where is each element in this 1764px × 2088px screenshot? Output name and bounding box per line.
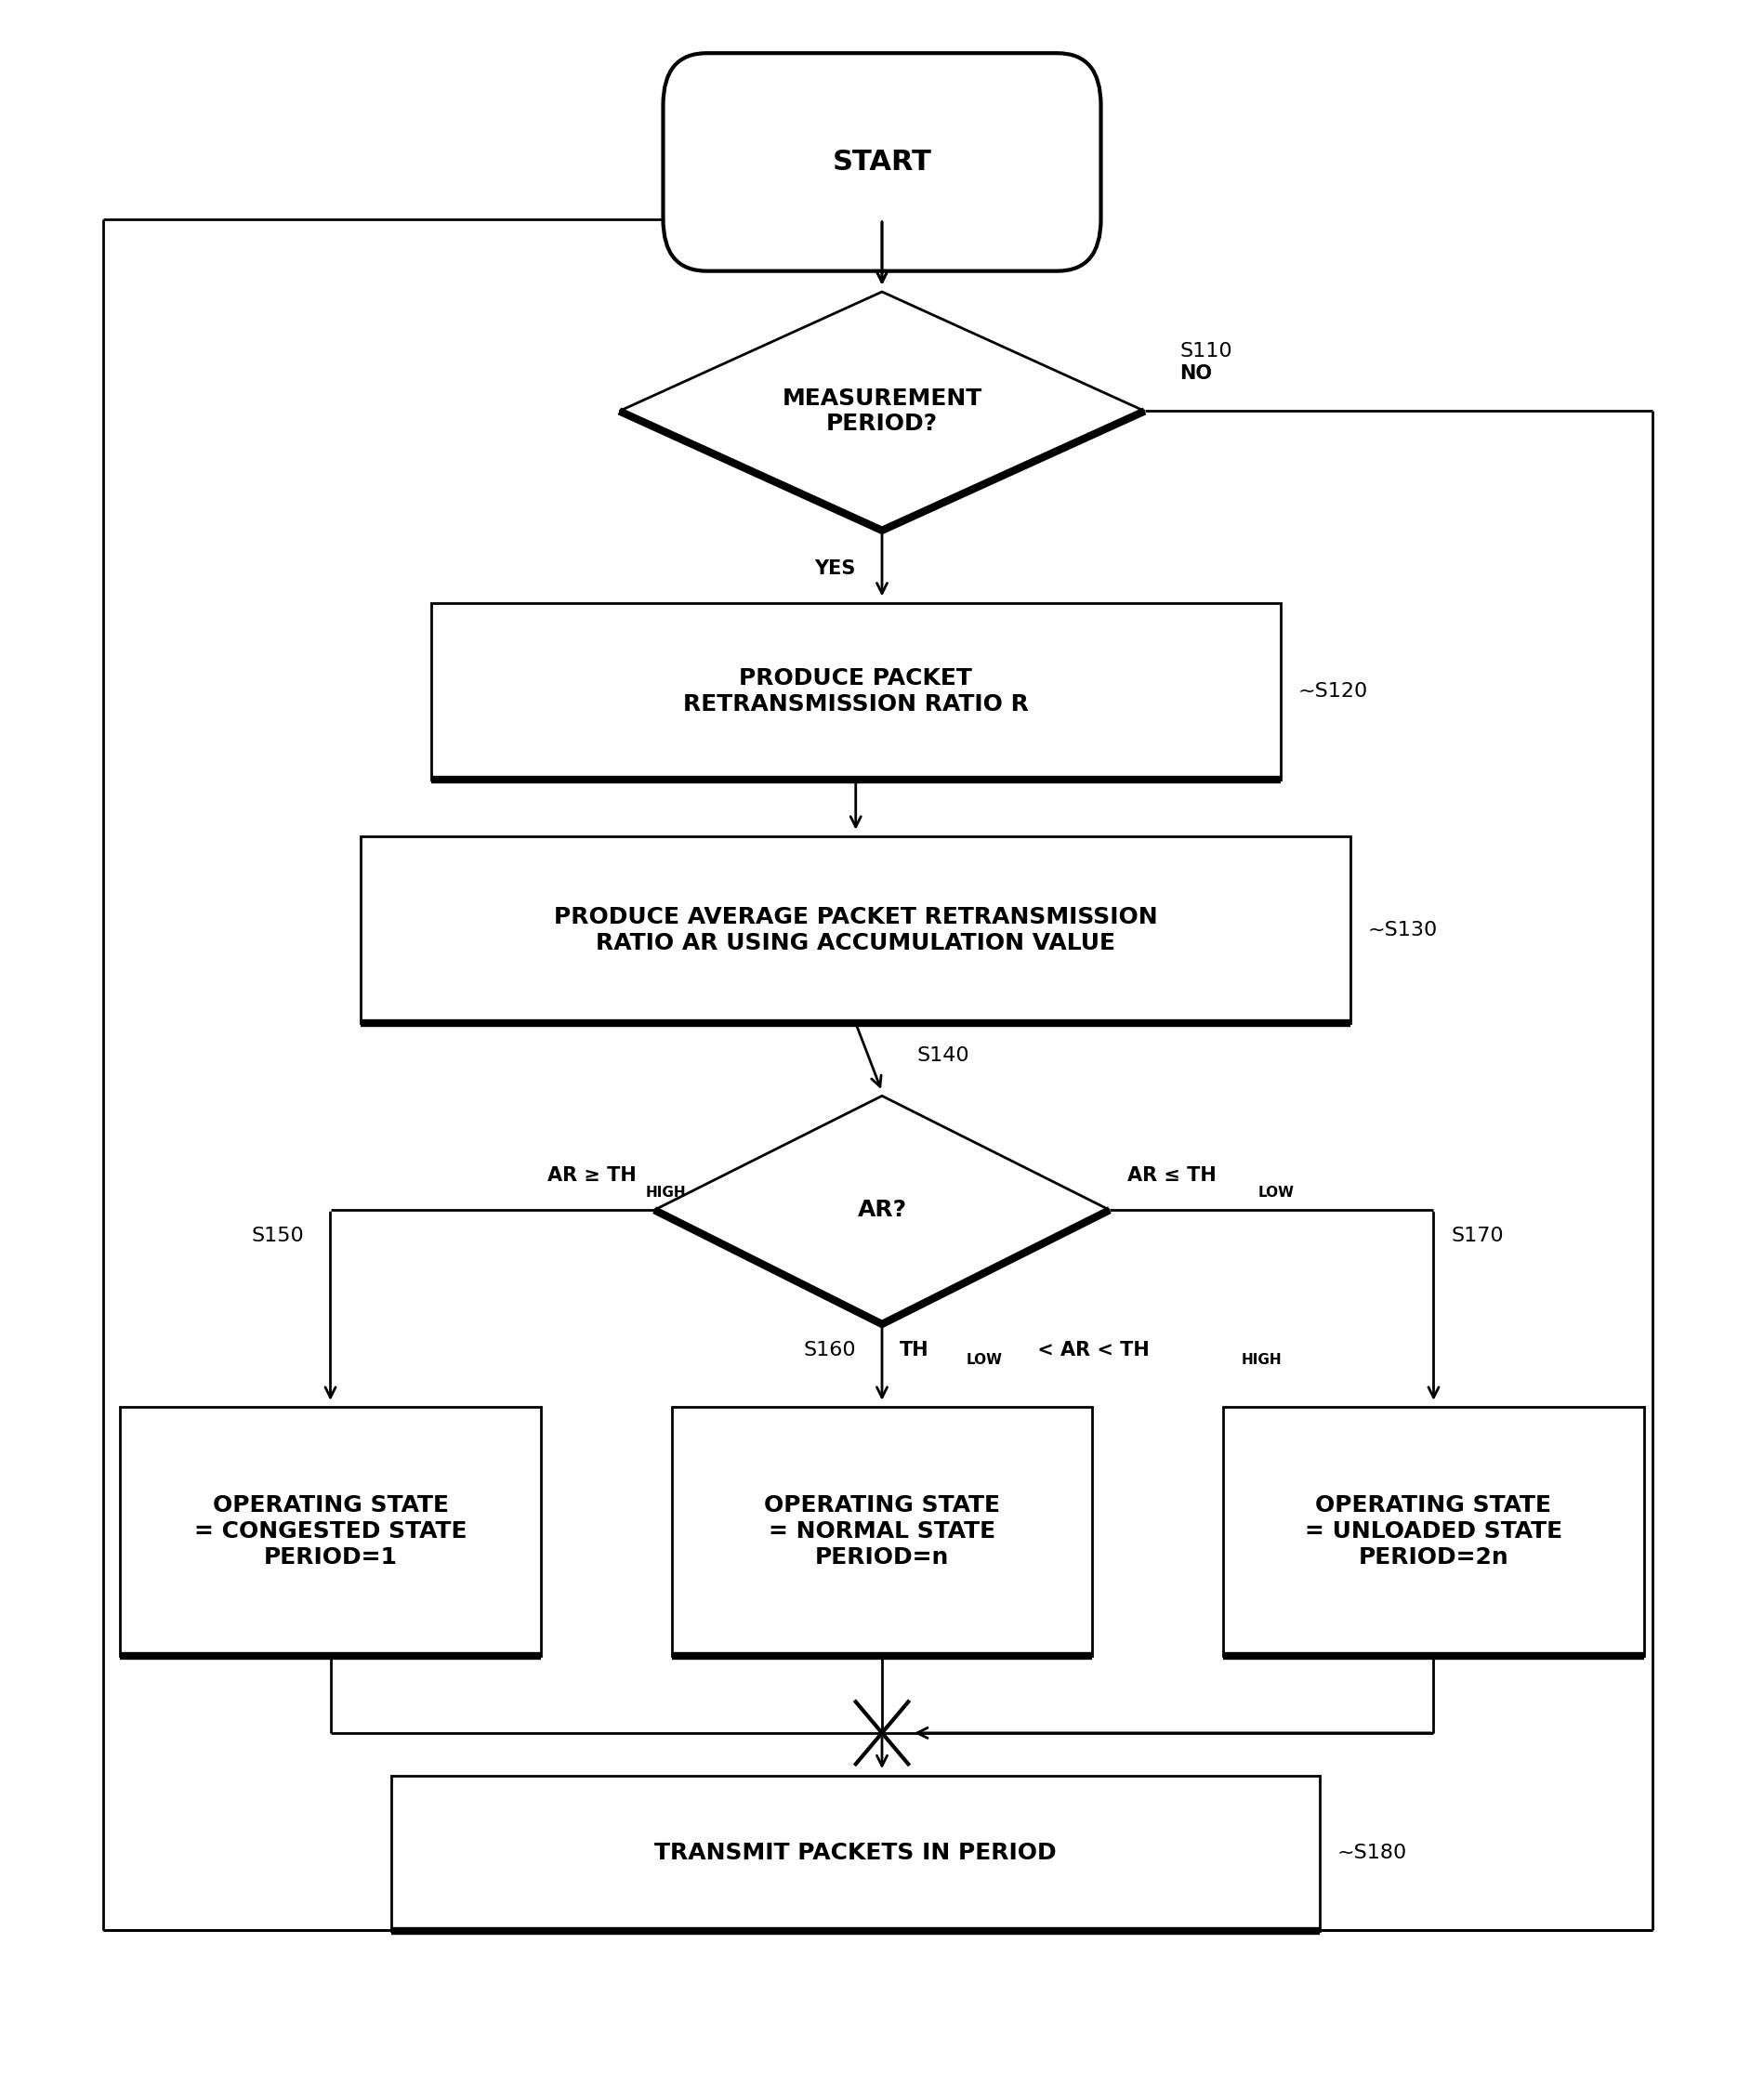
Text: S110: S110: [1180, 342, 1233, 361]
Text: OPERATING STATE
= CONGESTED STATE
PERIOD=1: OPERATING STATE = CONGESTED STATE PERIOD…: [194, 1495, 467, 1568]
Text: YES: YES: [815, 560, 856, 578]
Text: ~S120: ~S120: [1298, 683, 1367, 702]
Bar: [120, 1407, 540, 1656]
Bar: [1224, 1407, 1644, 1656]
Text: < AR < TH: < AR < TH: [1030, 1340, 1150, 1359]
Text: START: START: [833, 148, 931, 175]
Polygon shape: [654, 1096, 1110, 1324]
Text: ~S130: ~S130: [1367, 921, 1438, 940]
Text: LOW: LOW: [1258, 1186, 1295, 1201]
Text: S170: S170: [1452, 1226, 1503, 1244]
Bar: [672, 1407, 1092, 1656]
Text: AR ≥ TH: AR ≥ TH: [549, 1167, 637, 1186]
Text: AR?: AR?: [857, 1199, 907, 1221]
Text: ~S180: ~S180: [1337, 1844, 1408, 1862]
Polygon shape: [619, 292, 1145, 530]
Text: TRANSMIT PACKETS IN PERIOD: TRANSMIT PACKETS IN PERIOD: [654, 1842, 1057, 1865]
Text: MEASUREMENT
PERIOD?: MEASUREMENT PERIOD?: [781, 386, 983, 434]
Text: PRODUCE PACKET
RETRANSMISSION RATIO R: PRODUCE PACKET RETRANSMISSION RATIO R: [683, 668, 1028, 716]
FancyBboxPatch shape: [663, 52, 1101, 271]
Text: S150: S150: [252, 1226, 303, 1244]
Text: NO: NO: [1180, 365, 1212, 382]
Text: OPERATING STATE
= NORMAL STATE
PERIOD=n: OPERATING STATE = NORMAL STATE PERIOD=n: [764, 1495, 1000, 1568]
Text: HIGH: HIGH: [646, 1186, 686, 1201]
Bar: [430, 603, 1281, 779]
Text: LOW: LOW: [967, 1353, 1002, 1368]
Text: S160: S160: [803, 1340, 856, 1359]
Text: PRODUCE AVERAGE PACKET RETRANSMISSION
RATIO AR USING ACCUMULATION VALUE: PRODUCE AVERAGE PACKET RETRANSMISSION RA…: [554, 906, 1157, 954]
Bar: [392, 1775, 1319, 1931]
Text: OPERATING STATE
= UNLOADED STATE
PERIOD=2n: OPERATING STATE = UNLOADED STATE PERIOD=…: [1305, 1495, 1563, 1568]
Text: HIGH: HIGH: [1240, 1353, 1281, 1368]
Text: TH: TH: [900, 1340, 930, 1359]
Text: AR ≤ TH: AR ≤ TH: [1127, 1167, 1215, 1186]
Bar: [362, 837, 1351, 1023]
Text: S140: S140: [917, 1046, 970, 1065]
